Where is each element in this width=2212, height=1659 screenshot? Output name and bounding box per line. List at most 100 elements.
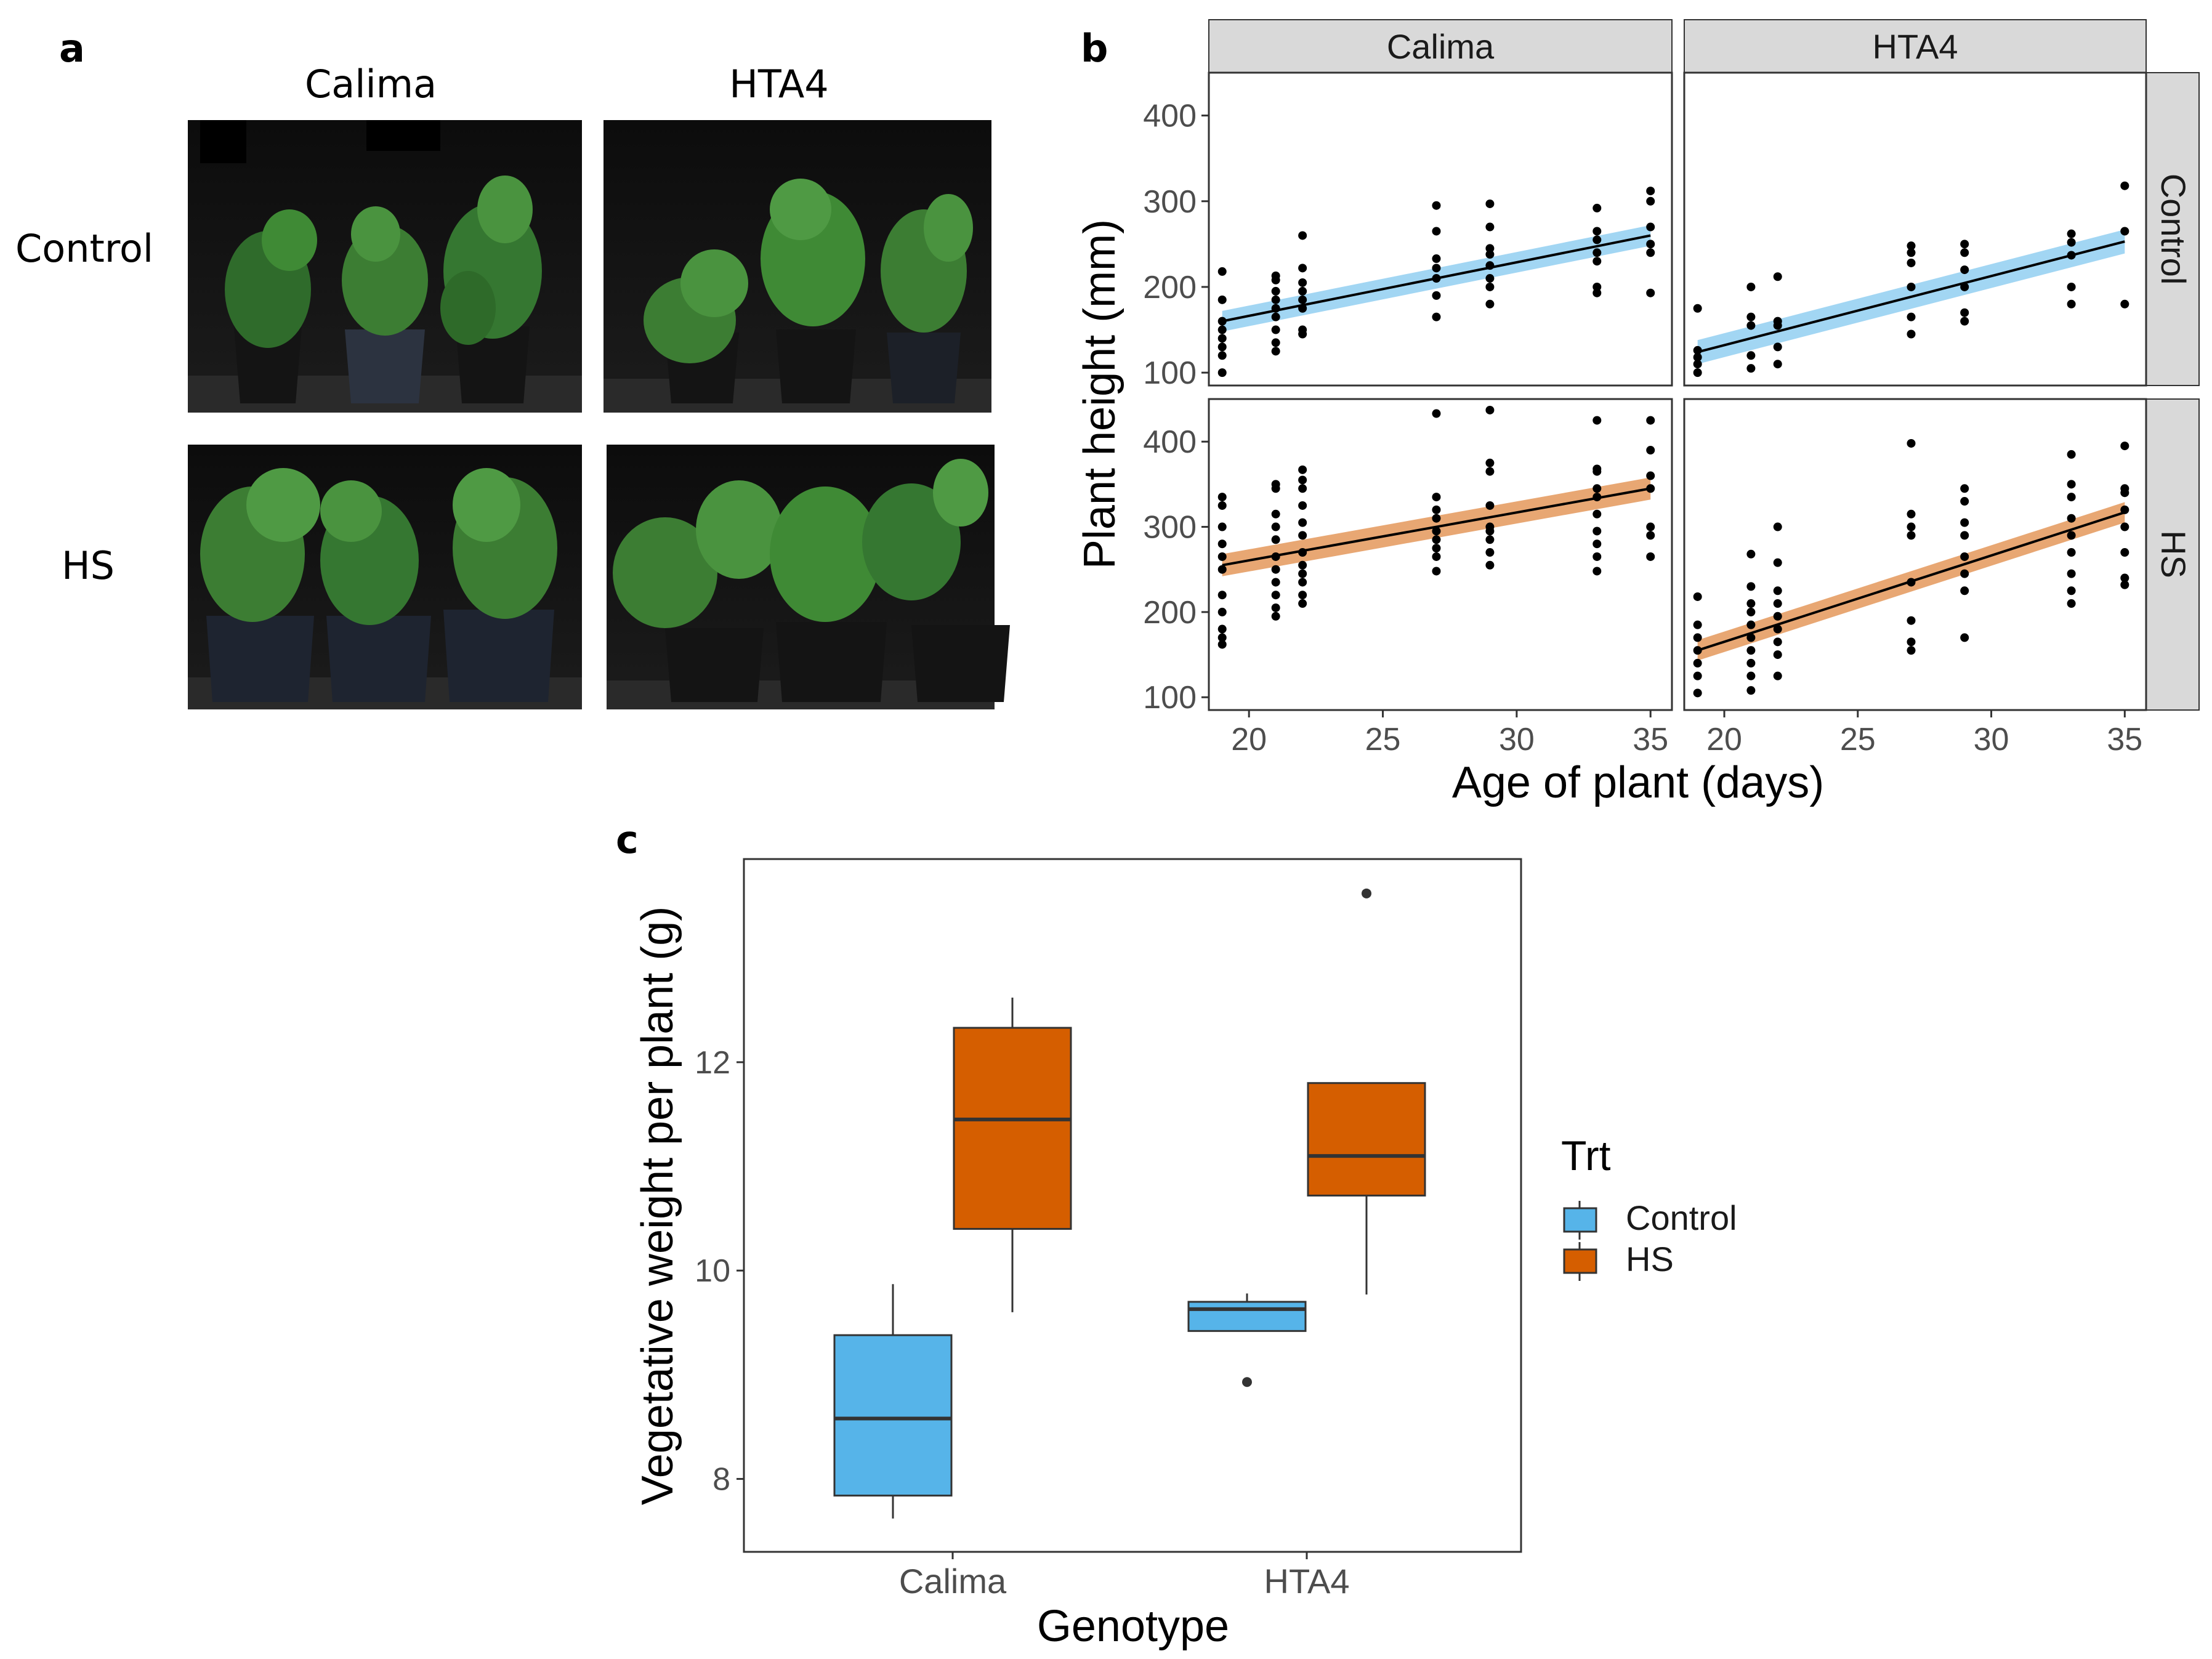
data-point [1746, 549, 1756, 559]
data-point [1485, 222, 1495, 232]
data-point [1746, 599, 1756, 608]
data-point [1271, 286, 1280, 296]
legend-entry-hs: HS [1563, 1240, 1674, 1281]
data-point [1773, 522, 1782, 531]
c-y-tick-label: 8 [712, 1462, 730, 1498]
data-point [1960, 633, 1969, 642]
data-point [1907, 531, 1916, 540]
data-point [1485, 467, 1495, 476]
data-point [1298, 484, 1307, 493]
data-point [1432, 227, 1441, 236]
data-point [1592, 527, 1602, 536]
data-point [1271, 271, 1280, 280]
data-point [2120, 548, 2129, 557]
data-point [1746, 351, 1756, 360]
data-point [1217, 539, 1227, 549]
data-point [1646, 552, 1655, 561]
legend-entry-control: Control [1563, 1198, 1737, 1240]
data-point [2120, 573, 2129, 583]
data-point [1773, 612, 1782, 621]
legend-title: Trt [1561, 1132, 1611, 1179]
data-point [1646, 288, 1655, 297]
data-point [1773, 317, 1782, 326]
data-point [1693, 592, 1702, 601]
data-point [1960, 497, 1969, 506]
data-point [1907, 637, 1916, 647]
data-point [1693, 688, 1702, 698]
panel-b-letter: b [1081, 26, 1108, 71]
data-point [1592, 509, 1602, 519]
panel-a: a Calima HTA4 Control HS [15, 26, 1010, 709]
data-point [1746, 312, 1756, 321]
facet-panel-calima-hs [1208, 398, 1673, 711]
data-point [1746, 620, 1756, 629]
box-calima-control [833, 1284, 953, 1519]
data-point [1693, 368, 1702, 377]
photo-col-label-hta4: HTA4 [729, 62, 829, 107]
data-point [1298, 591, 1307, 600]
data-point [2067, 599, 2076, 608]
c-y-tick-label: 10 [695, 1253, 730, 1289]
data-point [1271, 480, 1280, 489]
b-x-tick-label: 25 [1365, 722, 1401, 757]
panel-a-letter: a [59, 26, 85, 71]
data-point [1298, 569, 1307, 578]
data-point [1271, 578, 1280, 587]
data-point [1432, 535, 1441, 544]
data-point [1432, 493, 1441, 502]
facet-label-calima: Calima [1387, 27, 1495, 66]
legend-key-hs [1563, 1248, 1597, 1274]
photo-hta4-control [603, 120, 991, 413]
data-point [1217, 368, 1227, 377]
box-iqr [1307, 1082, 1426, 1197]
data-point [1693, 304, 1702, 313]
legend-label-hs: HS [1626, 1240, 1674, 1278]
b-x-tick-label: 35 [2107, 722, 2142, 757]
c-x-axis-title: Genotype [1037, 1602, 1229, 1651]
facet-strip-row-hs: HS [2145, 398, 2200, 711]
data-point [2067, 480, 2076, 489]
data-point [1592, 282, 1602, 291]
data-point [1693, 658, 1702, 668]
outlier-point [1242, 1377, 1252, 1387]
data-point [2120, 442, 2129, 451]
data-point [1485, 299, 1495, 309]
photo-calima-hs [188, 445, 582, 709]
data-point [1746, 686, 1756, 695]
data-point [1298, 560, 1307, 570]
data-point [1432, 254, 1441, 264]
photo-calima-control [188, 120, 582, 413]
data-point [1271, 603, 1280, 612]
data-point [1907, 522, 1916, 531]
data-point [1592, 484, 1602, 493]
data-point [1217, 334, 1227, 343]
data-point [1217, 624, 1227, 634]
legend-label-control: Control [1626, 1198, 1737, 1237]
data-point [2067, 493, 2076, 502]
facet-panel-hta4-hs [1683, 398, 2147, 711]
data-point [1271, 565, 1280, 574]
data-point [2067, 586, 2076, 595]
data-point [1960, 240, 1969, 249]
data-point [1693, 360, 1702, 369]
box-calima-hs [953, 998, 1072, 1312]
data-point [1646, 187, 1655, 196]
data-point [1646, 240, 1655, 249]
data-point [1592, 203, 1602, 212]
box-hta4-control [1187, 1293, 1307, 1387]
data-point [1271, 325, 1280, 334]
photo-col-label-calima: Calima [305, 62, 437, 107]
photo-row-label-control: Control [15, 226, 153, 271]
data-point [1485, 250, 1495, 259]
data-point [1592, 257, 1602, 266]
facet-label-control: Control [2154, 174, 2193, 285]
data-point [1217, 552, 1227, 561]
data-point [1592, 288, 1602, 297]
data-point [1485, 501, 1495, 510]
data-point [1485, 282, 1495, 291]
data-point [1592, 235, 1602, 244]
data-point [1485, 560, 1495, 570]
facet-panel-hta4-control [1683, 71, 2147, 387]
data-point [1773, 360, 1782, 369]
data-point [1432, 312, 1441, 321]
